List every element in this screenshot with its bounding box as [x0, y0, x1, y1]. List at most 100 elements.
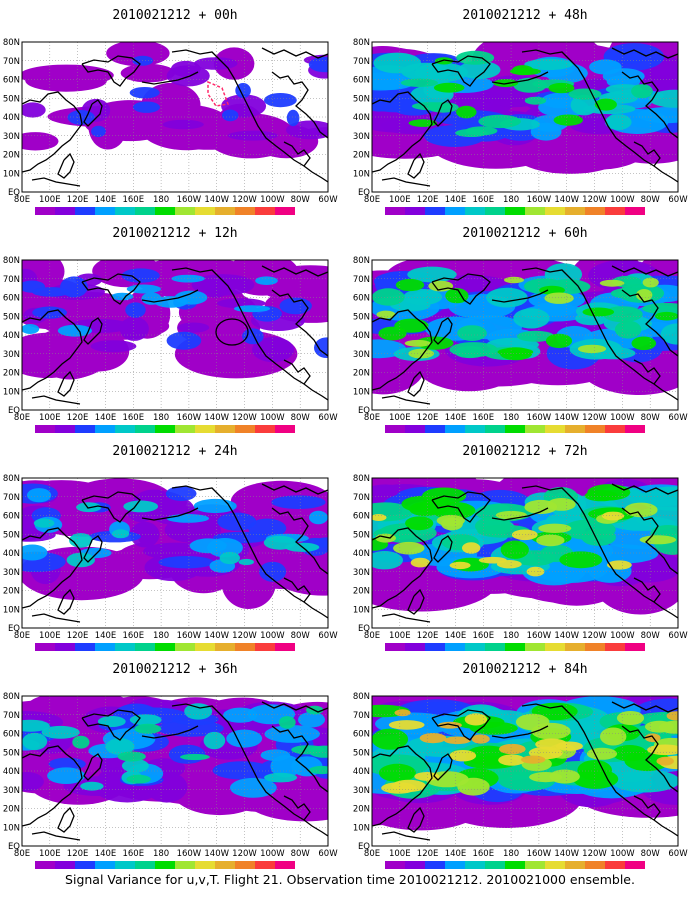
coastline [81, 491, 141, 523]
coastline [31, 831, 81, 841]
variance-contour [445, 288, 469, 304]
latitude-label: EQ [8, 188, 20, 198]
colorbar-swatch [525, 643, 545, 651]
longitude-label: 100W [260, 849, 285, 859]
variance-contour [126, 774, 151, 784]
variance-contour [22, 719, 50, 732]
coastline [261, 47, 328, 59]
colorbar-swatch [155, 207, 175, 215]
colorbar-swatch [605, 425, 625, 433]
latitude-label: 30N [3, 568, 20, 578]
coastline [261, 701, 328, 713]
variance-contour [47, 767, 86, 784]
panel-title: 2010021212 + 60h [462, 226, 588, 241]
colorbar-swatch [625, 861, 645, 869]
longitude-label: 100W [610, 413, 635, 423]
variance-contour [414, 772, 440, 781]
variance-contour [48, 757, 86, 771]
latitude-label: EQ [358, 842, 370, 852]
latitude-label: 30N [3, 350, 20, 360]
panel-title: 2010021212 + 84h [462, 662, 588, 677]
colorbar-swatch [75, 207, 95, 215]
coastline [381, 395, 431, 405]
coastline [83, 535, 103, 563]
longitude-label: 140E [95, 849, 117, 859]
colorbar: 1.82.23.145.16.37.591114212940 [385, 861, 645, 869]
variance-contour [270, 755, 301, 778]
colorbar-swatch [55, 643, 75, 651]
longitude-label: 180 [153, 849, 169, 859]
variance-contour [165, 486, 197, 501]
longitude-label: 180 [503, 849, 519, 859]
longitude-label: 160E [472, 413, 494, 423]
colorbar-swatch [215, 643, 235, 651]
panel-title: 2010021212 + 48h [462, 8, 588, 23]
latitude-label: 10N [3, 823, 20, 833]
forecast-panel-24h: 2010021212 + 24h 80N 70N 60N 50N 40N 30N 20N 10N… [0, 436, 350, 651]
variance-contour [433, 82, 465, 93]
latitude-label: 10N [3, 169, 20, 179]
colorbar-swatch [155, 643, 175, 651]
colorbar-swatch [275, 425, 295, 433]
colorbar-swatch [585, 643, 605, 651]
longitude-label: 120W [232, 413, 257, 423]
colorbar-swatch [585, 861, 605, 869]
variance-contour [602, 511, 625, 521]
longitude-label: 140W [554, 413, 579, 423]
variance-contour [372, 288, 405, 306]
variance-contour [408, 119, 437, 127]
variance-contour [497, 347, 534, 357]
colorbar-swatch [565, 207, 585, 215]
colorbar-swatch [235, 643, 255, 651]
latitude-label: 80N [3, 256, 20, 266]
latitude-label: 20N [353, 151, 370, 161]
variance-contour [33, 518, 55, 528]
variance-contour [129, 714, 162, 726]
forecast-panel-48h: 2010021212 + 48h 80N 70N 60N 50N 40N 30N 20N 10N… [350, 0, 700, 215]
colorbar-swatch [465, 207, 485, 215]
longitude-label: 160W [177, 631, 202, 641]
variance-contour [478, 114, 521, 129]
variance-contour [586, 747, 618, 760]
variance-contour [80, 781, 104, 791]
variance-contour [242, 328, 264, 345]
longitude-label: 60W [318, 195, 338, 205]
colorbar-swatch [275, 207, 295, 215]
latitude-label: 10N [353, 823, 370, 833]
longitude-label: 100W [260, 413, 285, 423]
latitude-label: 50N [353, 312, 370, 322]
latitude-label: 70N [353, 711, 370, 721]
latitude-label: 30N [353, 132, 370, 142]
longitude-label: 180 [153, 413, 169, 423]
observation-region-outline [215, 318, 249, 346]
colorbar-swatch [175, 643, 195, 651]
variance-contour [499, 743, 526, 755]
colorbar-swatch [385, 643, 405, 651]
colorbar-swatch [55, 861, 75, 869]
colorbar-swatch [195, 207, 215, 215]
variance-contour [449, 342, 498, 358]
colorbar-swatch [215, 207, 235, 215]
colorbar-swatch [255, 861, 275, 869]
colorbar-swatch [605, 207, 625, 215]
variance-contour [639, 535, 677, 545]
panel-title: 2010021212 + 72h [462, 444, 588, 459]
colorbar-swatch [505, 643, 525, 651]
variance-contour [636, 289, 653, 301]
coastline [31, 395, 81, 405]
variance-contour [600, 727, 627, 746]
colorbar-swatch [625, 207, 645, 215]
latitude-label: 80N [353, 38, 370, 48]
longitude-label: 100E [389, 413, 411, 423]
longitude-label: 140E [445, 413, 467, 423]
latitude-label: 30N [3, 132, 20, 142]
longitude-label: 80E [14, 849, 30, 859]
longitude-label: 80W [641, 631, 661, 641]
variance-contour [120, 63, 176, 83]
longitude-label: 120E [417, 849, 439, 859]
coastline [633, 577, 661, 603]
panel-title: 2010021212 + 12h [112, 226, 238, 241]
variance-contour [286, 120, 328, 140]
colorbar-swatch [95, 643, 115, 651]
